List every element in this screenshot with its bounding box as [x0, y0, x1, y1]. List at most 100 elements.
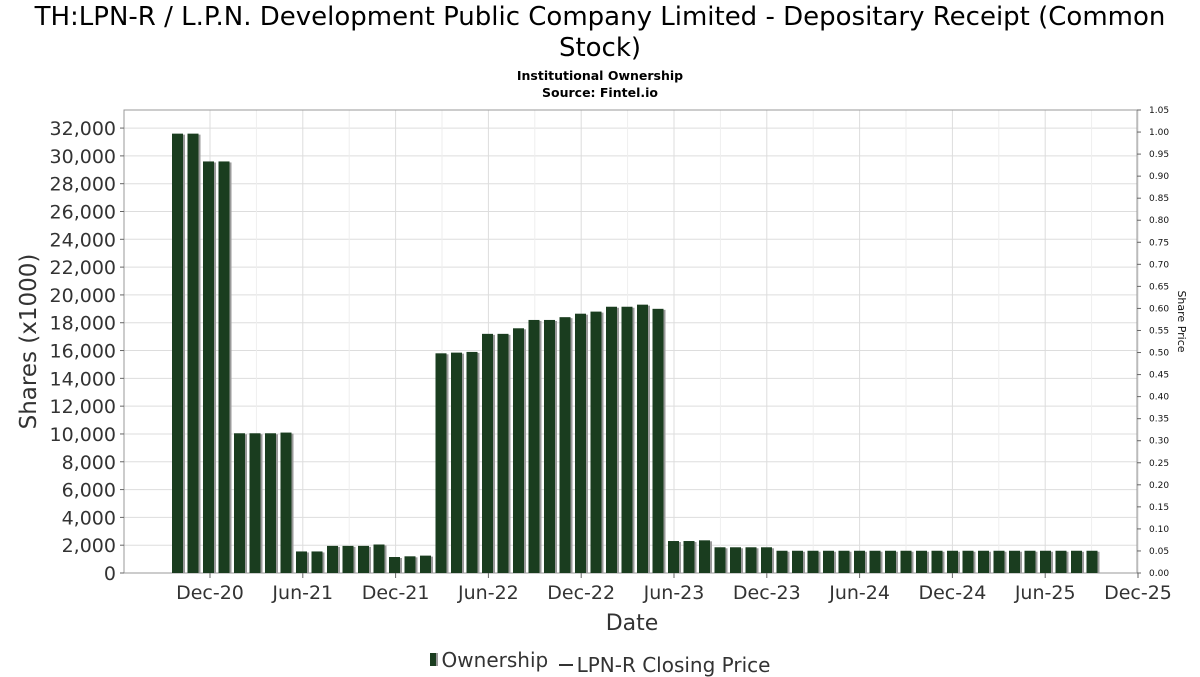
ownership-bar[interactable]	[544, 319, 555, 573]
y2-tick-label: 0.75	[1149, 238, 1169, 248]
y-tick-label: 12,000	[50, 396, 116, 418]
ownership-bar[interactable]	[1009, 550, 1020, 573]
ownership-bar[interactable]	[668, 541, 679, 573]
ownership-bar[interactable]	[869, 550, 881, 573]
legend: Ownership LPN-R Closing Price	[0, 647, 1200, 677]
y-tick-label: 14,000	[50, 368, 116, 390]
y2-tick-label: 0.85	[1149, 194, 1169, 204]
x-tick-label: Dec-25	[1104, 582, 1172, 604]
ownership-bar[interactable]	[373, 544, 385, 573]
ownership-bar[interactable]	[1055, 550, 1067, 573]
ownership-bar[interactable]	[404, 556, 416, 573]
ownership-bar[interactable]	[807, 550, 819, 573]
y2-tick-label: 0.50	[1149, 349, 1169, 359]
ownership-bar[interactable]	[249, 433, 261, 573]
y-tick-label: 8,000	[62, 452, 116, 474]
ownership-bar[interactable]	[311, 551, 323, 573]
ownership-bar[interactable]	[714, 547, 726, 573]
chart-source: Source: Fintel.io	[542, 85, 658, 100]
y-tick-label: 0	[104, 563, 116, 585]
ownership-bar[interactable]	[1086, 550, 1098, 573]
ownership-bar[interactable]	[776, 550, 788, 573]
ownership-bar[interactable]	[606, 306, 617, 573]
y2-tick-label: 0.20	[1149, 481, 1169, 491]
y2-tick-label: 0.70	[1149, 260, 1169, 270]
ownership-bar[interactable]	[435, 353, 447, 573]
legend-label-price: LPN-R Closing Price	[576, 653, 771, 677]
ownership-bar[interactable]	[931, 550, 943, 573]
ownership-bar[interactable]	[637, 304, 648, 573]
y2-tick-label: 0.30	[1149, 437, 1169, 447]
ownership-bar[interactable]	[389, 557, 400, 573]
x-axis-title: Date	[606, 611, 659, 636]
ownership-bar[interactable]	[730, 547, 741, 573]
ownership-bar[interactable]	[1040, 550, 1051, 573]
ownership-bar[interactable]	[265, 433, 276, 573]
ownership-bar[interactable]	[327, 545, 338, 573]
ownership-bar[interactable]	[358, 545, 369, 573]
ownership-bar[interactable]	[234, 433, 245, 573]
x-tick-label: Jun-23	[643, 582, 705, 604]
ownership-bar[interactable]	[296, 551, 307, 573]
ownership-bar[interactable]	[652, 308, 664, 573]
ownership-bar[interactable]	[280, 432, 292, 573]
y2-tick-label: 0.10	[1149, 525, 1169, 535]
ownership-bar[interactable]	[451, 352, 462, 573]
y2-tick-label: 0.90	[1149, 172, 1169, 182]
y-tick-label: 32,000	[50, 118, 116, 140]
ownership-bar[interactable]	[513, 328, 524, 573]
ownership-bar[interactable]	[916, 550, 927, 573]
y2-tick-label: 0.80	[1149, 216, 1169, 226]
chart-subtitle: Institutional Ownership	[516, 68, 684, 83]
ownership-bar[interactable]	[745, 547, 757, 573]
y2-tick-label: 0.60	[1149, 304, 1169, 314]
ownership-bar[interactable]	[838, 550, 850, 573]
ownership-bar[interactable]	[1071, 550, 1082, 573]
ownership-bar[interactable]	[962, 550, 974, 573]
y-tick-label: 2,000	[62, 535, 116, 557]
ownership-bar[interactable]	[172, 133, 183, 573]
y-axis-title: Shares (x1000)	[16, 254, 42, 430]
ownership-bar[interactable]	[621, 306, 633, 573]
x-tick-label: Jun-25	[1014, 582, 1076, 604]
legend-item-ownership[interactable]: Ownership	[429, 648, 548, 672]
y-tick-label: 18,000	[50, 313, 116, 335]
ownership-bar[interactable]	[683, 541, 695, 573]
y-tick-label: 10,000	[50, 424, 116, 446]
ownership-bar[interactable]	[420, 555, 431, 573]
x-tick-label: Jun-21	[271, 582, 333, 604]
ownership-bar[interactable]	[187, 133, 199, 573]
ownership-bar[interactable]	[528, 319, 540, 573]
ownership-bar[interactable]	[854, 550, 865, 573]
y2-tick-label: 0.45	[1149, 371, 1169, 381]
y-tick-label: 20,000	[50, 285, 116, 307]
y-tick-label: 6,000	[62, 480, 116, 502]
ownership-bar[interactable]	[761, 547, 772, 573]
ownership-bar[interactable]	[342, 545, 354, 573]
ownership-bar[interactable]	[559, 317, 571, 573]
ownership-bar[interactable]	[978, 550, 989, 573]
ownership-bar[interactable]	[482, 333, 493, 573]
ownership-bar[interactable]	[1024, 550, 1036, 573]
x-tick-label: Dec-21	[362, 582, 430, 604]
ownership-bar[interactable]	[497, 333, 509, 573]
x-tick-label: Dec-23	[733, 582, 801, 604]
ownership-bar[interactable]	[885, 550, 896, 573]
ownership-bar[interactable]	[792, 550, 803, 573]
ownership-bar[interactable]	[947, 550, 958, 573]
ownership-bar[interactable]	[993, 550, 1005, 573]
ownership-bar[interactable]	[699, 540, 710, 573]
ownership-bar[interactable]	[900, 550, 912, 573]
ownership-bar[interactable]	[218, 161, 230, 573]
x-tick-label: Dec-22	[547, 582, 615, 604]
y2-tick-label: 0.40	[1149, 393, 1169, 403]
y2-tick-label: 0.25	[1149, 459, 1169, 469]
ownership-bar[interactable]	[203, 161, 214, 573]
ownership-bar[interactable]	[466, 351, 478, 573]
ownership-bar[interactable]	[590, 311, 602, 573]
ownership-bar[interactable]	[823, 550, 834, 573]
legend-item-price[interactable]: LPN-R Closing Price	[558, 653, 771, 677]
y-tick-label: 24,000	[50, 229, 116, 251]
ownership-swatch	[429, 653, 438, 666]
ownership-bar[interactable]	[575, 313, 586, 573]
